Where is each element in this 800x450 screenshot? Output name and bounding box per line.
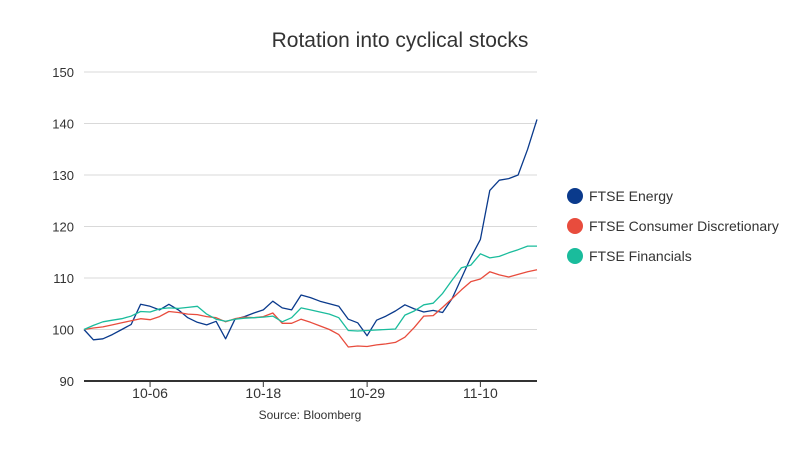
series-lines (83, 119, 538, 348)
y-tick-label: 140 (52, 117, 74, 132)
series-line-ftse-financials (83, 245, 537, 332)
legend-marker (567, 188, 583, 204)
y-axis-ticks: 90 100 110 120 130 140 150 (52, 65, 74, 389)
series-line-ftse-consumer-discretionary (83, 269, 538, 348)
legend-marker (567, 218, 583, 234)
legend-marker (567, 248, 583, 264)
x-axis-ticks: 10-06 10-18 10-29 11-10 (132, 381, 498, 401)
y-tick-label: 120 (52, 220, 74, 235)
y-tick-label: 110 (53, 271, 74, 286)
legend-label: FTSE Financials (589, 248, 692, 264)
y-tick-label: 90 (60, 374, 74, 389)
chart-title: Rotation into cyclical stocks (272, 29, 529, 52)
y-tick-label: 100 (52, 323, 74, 338)
chart-source: Source: Bloomberg (259, 408, 362, 422)
legend-label: FTSE Energy (589, 188, 673, 204)
legend-label: FTSE Consumer Discretionary (589, 218, 779, 234)
legend: FTSE Energy FTSE Consumer Discretionary FT… (567, 188, 779, 264)
x-tick-label: 10-06 (132, 385, 168, 401)
y-tick-label: 130 (52, 168, 74, 183)
grid-lines (84, 71, 537, 330)
x-tick-label: 10-29 (349, 385, 385, 401)
y-tick-label: 150 (52, 65, 74, 80)
x-tick-label: 10-18 (245, 385, 281, 401)
x-tick-label: 11-10 (463, 385, 498, 401)
series-line-ftse-energy (83, 119, 538, 341)
